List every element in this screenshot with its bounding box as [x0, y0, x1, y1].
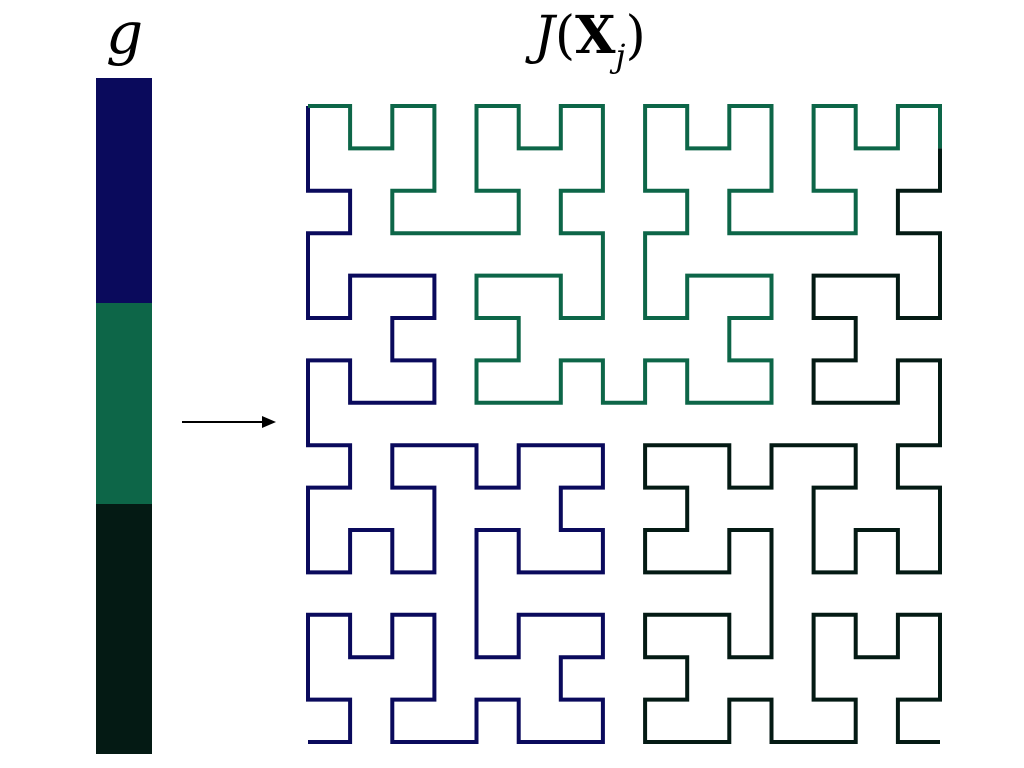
title-variable: X — [575, 5, 616, 66]
curve-title: J(Xj) — [534, 10, 646, 73]
mapping-arrow-icon — [182, 416, 276, 428]
curve-segment-blue — [306, 106, 605, 744]
title-subscript: j — [615, 37, 626, 75]
curve-segment-green — [308, 104, 942, 405]
colorbar-segment-blue — [96, 78, 152, 303]
colorbar-segment-green — [96, 303, 152, 504]
title-open-paren: ( — [554, 6, 576, 66]
colorbar-segment-dark — [96, 504, 152, 754]
title-close-paren: ) — [625, 6, 646, 66]
curve-segment-dark — [643, 148, 942, 744]
title-function: J — [534, 6, 555, 66]
colorbar-label: g — [106, 0, 144, 67]
